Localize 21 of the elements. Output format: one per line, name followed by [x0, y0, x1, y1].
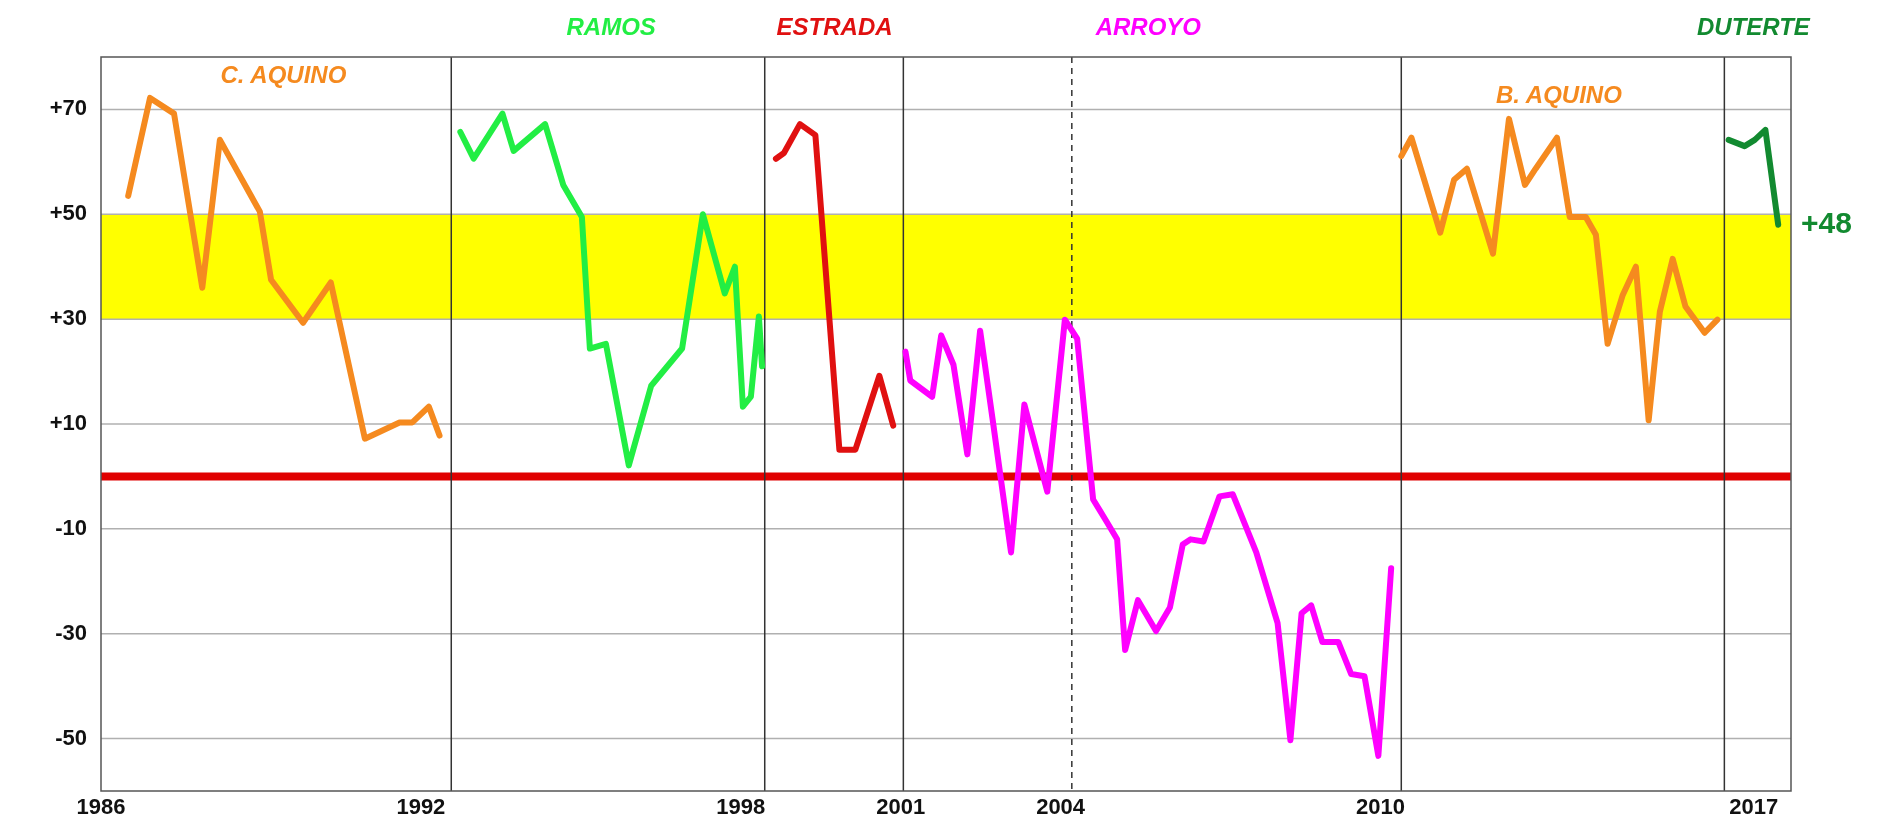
- y-tick-label: -30: [55, 619, 87, 645]
- y-tick-label: -50: [55, 724, 87, 750]
- annotation: +48: [1801, 206, 1852, 240]
- x-tick-label: 2004: [1036, 794, 1086, 820]
- x-tick-label: 1992: [396, 794, 446, 820]
- y-tick-label: +30: [49, 305, 87, 331]
- y-tick-label: +50: [49, 200, 87, 226]
- text: RAMOS: [566, 12, 656, 40]
- series-label: B. AQUINO: [1496, 81, 1623, 109]
- x-tick-label: 2017: [1729, 794, 1779, 820]
- x-tick-label: 2001: [876, 794, 926, 820]
- text: ARROYO: [1094, 12, 1202, 40]
- y-tick-label: +70: [49, 95, 87, 121]
- text: C. AQUINO: [220, 60, 347, 88]
- text: ESTRADA: [776, 12, 893, 40]
- y-tick-label: -10: [55, 514, 87, 540]
- text: DUTERTE: [1696, 12, 1811, 40]
- x-tick-label: 1986: [76, 794, 126, 820]
- x-tick-label: 2010: [1356, 794, 1405, 820]
- y-tick-label: +10: [49, 410, 87, 436]
- x-tick-label: 1998: [716, 794, 766, 820]
